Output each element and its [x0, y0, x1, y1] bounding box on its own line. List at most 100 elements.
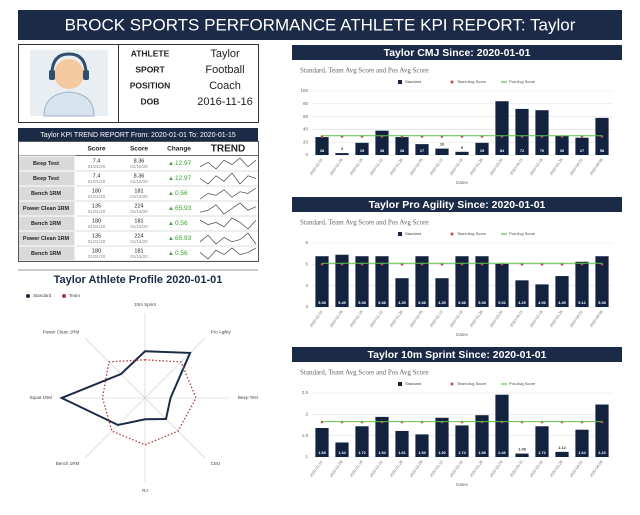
bar-value-label: 1.08	[518, 448, 525, 452]
bar-value-label: 27	[580, 149, 584, 153]
change: 65.93	[175, 205, 192, 212]
chart-subtitle: Standard, Team Avg Score and Pos Avg Sco…	[300, 369, 429, 377]
x-tick-label: 2020-04-01	[569, 460, 583, 478]
radar-axis-label: 10m Sprint	[134, 302, 157, 307]
table-header: Score	[87, 146, 105, 153]
radar-spoke	[84, 397, 146, 459]
legend-marker	[62, 294, 66, 298]
bar	[355, 256, 369, 307]
score-date: 01/15/20	[130, 254, 148, 259]
x-tick-label: 2020-04-08	[589, 460, 603, 478]
bar	[575, 429, 589, 457]
legend-label: Standard	[33, 293, 52, 298]
chart-subtitle: Standard, Team Avg Score and Pos Avg Sco…	[300, 67, 429, 75]
change: 0.56	[175, 190, 188, 197]
radar-axis-label: RJ	[142, 488, 148, 493]
bar	[495, 394, 509, 457]
bar	[395, 278, 409, 307]
header-title: BROCK SPORTS PERFORMANCE ATHLETE KPI REP…	[65, 15, 576, 34]
bar-value-label: 1.61	[398, 451, 405, 455]
sparkline	[199, 202, 257, 215]
radar-series	[59, 350, 192, 427]
bar	[415, 256, 429, 307]
y-tick-label: 4	[305, 283, 308, 288]
score: 181	[134, 248, 143, 254]
x-tick-label: 2020-02-05	[409, 310, 423, 328]
bar-value-label: 58	[600, 149, 604, 153]
change: 0.56	[175, 250, 188, 257]
bar	[555, 135, 569, 155]
bar	[435, 148, 449, 155]
x-tick-label: 2020-03-11	[509, 310, 523, 328]
radar-axis-label: Bench 1RM	[56, 461, 80, 466]
x-tick-label: 2020-03-25	[549, 158, 563, 176]
bar	[395, 430, 409, 457]
legend-label: Pos Avg Score	[509, 79, 536, 84]
bar-value-label: 5.12	[578, 301, 585, 305]
x-tick-label: 2020-03-18	[529, 460, 543, 478]
profile-label: DOB	[141, 96, 160, 106]
bar	[555, 451, 569, 457]
legend-marker	[450, 80, 454, 84]
x-tick-label: 2020-03-04	[489, 460, 503, 478]
x-tick-label: 2020-02-19	[449, 460, 463, 478]
score-date: 01/15/20	[130, 194, 148, 199]
change-arrow: ▲	[168, 221, 174, 227]
legend-marker	[26, 294, 30, 298]
bar-value-label: 1.53	[418, 451, 425, 455]
bar	[595, 404, 609, 457]
profile-value: 2016-11-16	[197, 96, 252, 108]
bar	[535, 110, 549, 155]
x-tick-label: 2020-03-11	[509, 460, 523, 478]
legend-label: Team Avg Score	[457, 79, 487, 84]
bar-value-label: 30	[560, 149, 564, 153]
change: 0.56	[175, 220, 188, 227]
bar-value-label: 5.02	[498, 301, 505, 305]
score: 224	[134, 203, 143, 209]
test-name: Beep Test	[33, 176, 59, 182]
radar-spoke	[144, 337, 206, 399]
x-tick-label: 2020-02-12	[429, 158, 443, 176]
x-tick-label: 2020-02-12	[429, 310, 443, 328]
bar-value-label: 2.23	[598, 451, 605, 455]
x-tick-label: 2020-03-18	[529, 158, 543, 176]
legend-label: Team Avg Score	[457, 231, 487, 236]
score: 181	[134, 218, 143, 224]
score-date: 01/01/20	[88, 179, 106, 184]
legend-label: Standard	[405, 231, 421, 236]
bar	[475, 415, 489, 457]
y-tick-label: 40	[303, 127, 309, 132]
radar-axis-label: Pro Agility	[211, 329, 232, 334]
bar	[315, 256, 329, 307]
sparkline	[199, 247, 257, 260]
test-name: Bench 1RM	[31, 221, 61, 227]
change-arrow: ▲	[168, 191, 174, 197]
legend-marker	[398, 382, 402, 386]
bar-value-label: 28	[320, 149, 324, 153]
bar-value-label: 5.38	[598, 301, 605, 305]
bar-value-label: 1.68	[318, 451, 325, 455]
bar	[455, 256, 469, 307]
bar	[435, 278, 449, 307]
change-arrow: ▲	[168, 251, 174, 257]
x-tick-label: 2020-02-05	[409, 460, 423, 478]
x-tick-label: 2020-01-08	[329, 460, 343, 478]
chart-title: Taylor Athlete Profile 2020-01-01	[54, 274, 223, 286]
bar	[495, 263, 509, 307]
change: 12.97	[175, 175, 192, 182]
chart-title-bar	[292, 45, 622, 60]
x-tick-label: 2020-01-01	[309, 158, 323, 176]
score: 180	[92, 248, 101, 254]
bar-value-label: 2.46	[498, 451, 505, 455]
radar-axis-label: Power Clean 1RM	[43, 329, 80, 334]
x-tick-label: 2020-02-26	[469, 158, 483, 176]
x-tick-label: 2020-03-04	[489, 158, 503, 176]
legend-label: Pos Avg Score	[509, 381, 536, 386]
profile-label: POSITION	[130, 80, 171, 90]
table-title: Taylor KPI TREND REPORT From: 2020-01-01…	[40, 132, 236, 139]
score-date: 01/01/20	[88, 224, 106, 229]
y-tick-label: 60	[303, 114, 309, 119]
bar-value-label: 5.38	[378, 301, 385, 305]
bar	[355, 426, 369, 457]
bar-value-label: 72	[520, 149, 524, 153]
